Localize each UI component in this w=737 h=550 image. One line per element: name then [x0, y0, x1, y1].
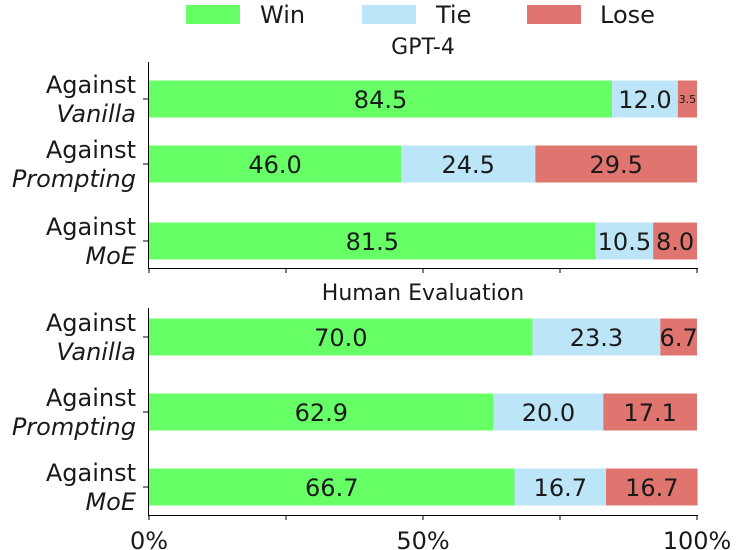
bar-segment-lose	[660, 318, 697, 356]
category-label-line2: Vanilla	[56, 100, 136, 128]
panel-title-gpt4: GPT-4	[391, 35, 455, 60]
bar-value-label: 62.9	[295, 399, 348, 427]
bar-segment-lose	[603, 393, 697, 431]
bar-segment-tie	[612, 80, 678, 118]
category-label-line1: Against	[46, 459, 136, 487]
x-tick-label: 0%	[130, 527, 168, 550]
bar-segment-lose	[653, 222, 697, 260]
bar-segment-lose	[677, 80, 697, 118]
category-label-line2: Prompting	[12, 165, 136, 193]
category-label-line2: MoE	[85, 242, 136, 270]
category-label-line2: MoE	[85, 488, 136, 516]
bar-value-label: 29.5	[589, 151, 642, 179]
bar-segment-win	[149, 222, 596, 260]
category-label-line1: Against	[46, 309, 136, 337]
bar-segment-win	[149, 468, 515, 506]
bar-value-label: 12.0	[618, 86, 671, 114]
bar-value-label: 84.5	[354, 86, 407, 114]
bar-segment-lose	[535, 145, 697, 183]
bar-segment-win	[149, 80, 613, 118]
bar-value-label: 70.0	[314, 324, 367, 352]
category-label-line1: Against	[46, 71, 136, 99]
legend-swatch-lose	[527, 5, 581, 24]
category-label-line2: Prompting	[12, 413, 136, 441]
category-label-line2: Vanilla	[56, 338, 136, 366]
bar-value-label: 24.5	[441, 151, 494, 179]
bar-value-label: 81.5	[346, 228, 399, 256]
bar-value-label: 8.0	[656, 228, 694, 256]
legend: Win Tie Lose	[186, 1, 655, 29]
bar-value-label: 10.5	[598, 228, 651, 256]
x-tick-label: 100%	[663, 527, 732, 550]
bar-value-label: 46.0	[248, 151, 301, 179]
panel-title-human: Human Evaluation	[322, 281, 524, 306]
bar-value-label: 6.7	[660, 324, 698, 352]
bar-segment-tie	[532, 318, 661, 356]
bar-segment-win	[149, 318, 533, 356]
bar-segment-win	[149, 145, 402, 183]
legend-label-tie: Tie	[435, 1, 471, 29]
bar-segment-tie	[401, 145, 536, 183]
bar-segment-tie	[493, 393, 604, 431]
bar-value-label: 23.3	[570, 324, 623, 352]
bar-value-label: 3.5	[679, 93, 697, 106]
bar-value-label: 20.0	[522, 399, 575, 427]
category-label-line1: Against	[46, 136, 136, 164]
category-label-line1: Against	[46, 213, 136, 241]
legend-label-win: Win	[260, 1, 305, 29]
legend-label-lose: Lose	[600, 1, 655, 29]
legend-swatch-tie	[362, 5, 416, 24]
bar-value-label: 17.1	[623, 399, 676, 427]
x-tick-label: 50%	[396, 527, 449, 550]
bar-segment-tie	[595, 222, 654, 260]
bar-segment-lose	[606, 468, 698, 506]
bar-value-label: 16.7	[534, 474, 587, 502]
bar-segment-tie	[514, 468, 607, 506]
legend-swatch-win	[186, 5, 240, 24]
bar-value-label: 16.7	[625, 474, 678, 502]
category-label-line1: Against	[46, 384, 136, 412]
bar-segment-win	[149, 393, 494, 431]
bar-value-label: 66.7	[305, 474, 358, 502]
